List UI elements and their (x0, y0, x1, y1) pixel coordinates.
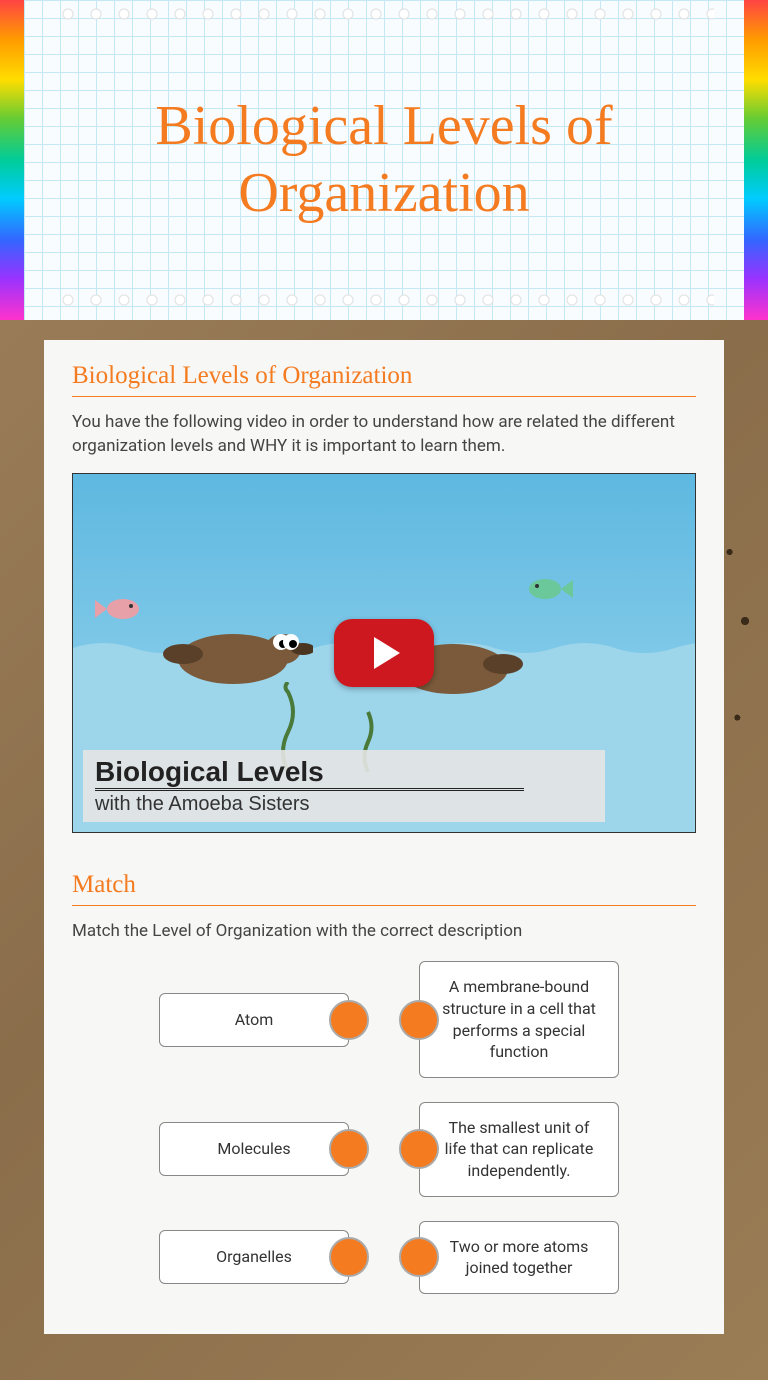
match-term-box: Molecules (159, 1122, 349, 1176)
video-caption: Biological Levels with the Amoeba Sister… (83, 750, 605, 822)
match-connector-dot[interactable] (399, 1237, 439, 1277)
play-button-icon[interactable] (334, 619, 434, 687)
page-title: Biological Levels of Organization (64, 93, 704, 227)
section2-title: Match (72, 871, 696, 906)
match-desc-box: A membrane-bound structure in a cell tha… (419, 961, 619, 1077)
match-grid: Atom A membrane-bound structure in a cel… (72, 961, 696, 1293)
match-connector-dot[interactable] (329, 1129, 369, 1169)
match-right-item[interactable]: The smallest unit of life that can repli… (419, 1102, 696, 1197)
match-right-item[interactable]: A membrane-bound structure in a cell tha… (419, 961, 696, 1077)
fish-icon (525, 574, 575, 604)
section1-title: Biological Levels of Organization (72, 362, 696, 397)
match-connector-dot[interactable] (329, 1000, 369, 1040)
match-desc-box: The smallest unit of life that can repli… (419, 1102, 619, 1197)
match-right-item[interactable]: Two or more atoms joined together (419, 1221, 696, 1294)
fish-icon (93, 594, 143, 624)
match-left-item[interactable]: Atom (72, 961, 349, 1077)
match-left-item[interactable]: Organelles (72, 1221, 349, 1294)
content-card: Biological Levels of Organization You ha… (44, 340, 724, 1334)
match-connector-dot[interactable] (399, 1129, 439, 1169)
section1-description: You have the following video in order to… (72, 411, 696, 459)
match-desc-box: Two or more atoms joined together (419, 1221, 619, 1294)
platypus-icon (153, 614, 313, 694)
rainbow-border-right (744, 0, 768, 320)
video-caption-line2: with the Amoeba Sisters (95, 793, 593, 816)
match-term-box: Organelles (159, 1230, 349, 1284)
rainbow-border-left (0, 0, 24, 320)
video-caption-line1: Biological Levels (95, 756, 524, 791)
header-area: Biological Levels of Organization (0, 0, 768, 320)
match-left-item[interactable]: Molecules (72, 1102, 349, 1197)
video-thumbnail[interactable]: Biological Levels with the Amoeba Sister… (72, 473, 696, 833)
match-connector-dot[interactable] (399, 1000, 439, 1040)
section2-description: Match the Level of Organization with the… (72, 920, 696, 944)
match-connector-dot[interactable] (329, 1237, 369, 1277)
match-term-box: Atom (159, 993, 349, 1047)
grid-paper-bg: Biological Levels of Organization (24, 0, 744, 320)
